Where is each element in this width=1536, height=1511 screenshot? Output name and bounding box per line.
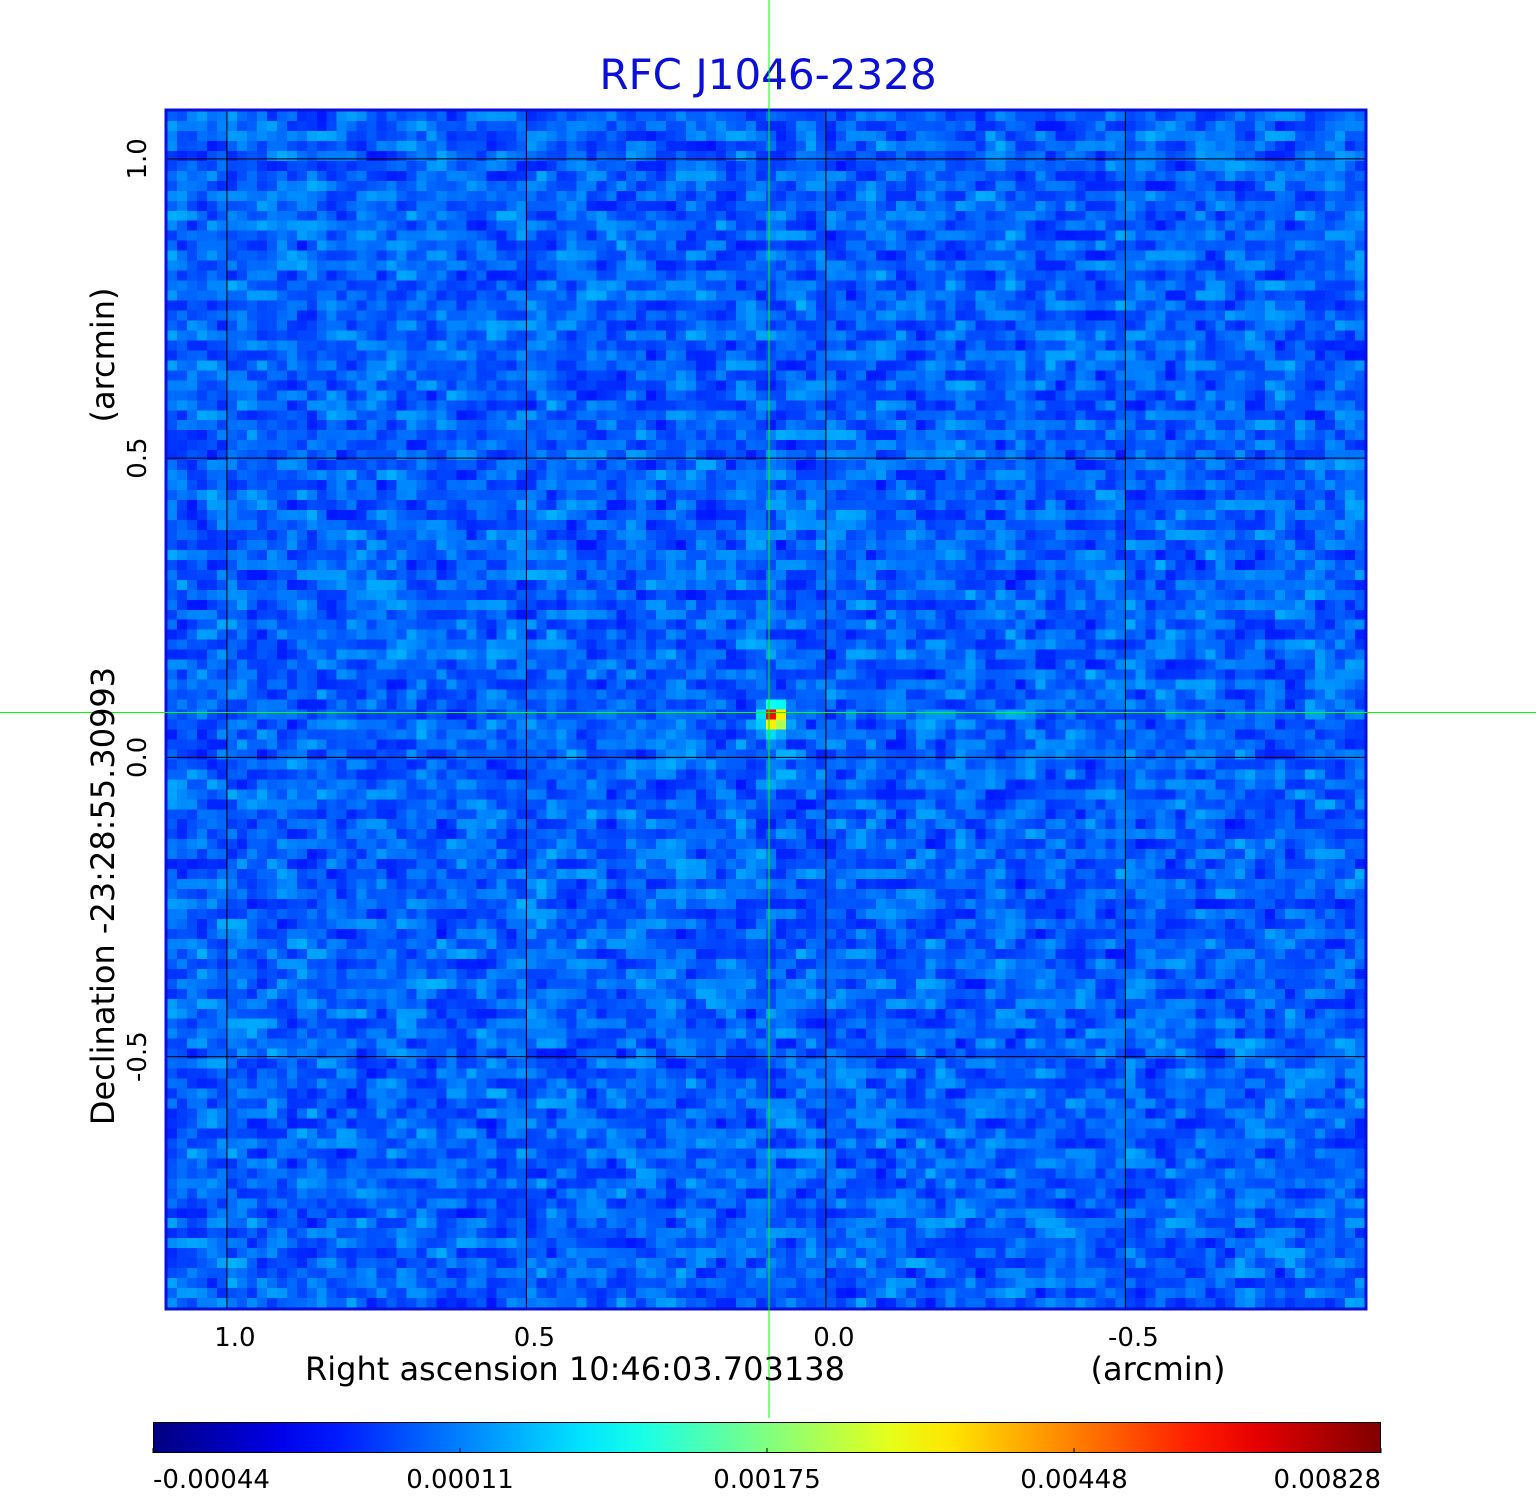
- y-tick-label: 0.5: [123, 437, 153, 478]
- colorbar-tick-label: 0.00011: [406, 1465, 514, 1495]
- x-axis-label: Right ascension 10:46:03.703138: [305, 1350, 845, 1388]
- y-tick-label: 0.0: [123, 737, 153, 778]
- plot-frame: [164, 108, 1368, 1311]
- y-axis-label: Declination -23:28:55.30993: [84, 667, 122, 1125]
- y-axis-unit: (arcmin): [84, 288, 122, 423]
- x-tick-label: 0.0: [813, 1323, 854, 1353]
- colorbar-tick-label: -0.00044: [153, 1465, 270, 1495]
- intensity-map: [167, 111, 1365, 1308]
- x-tick-label: -0.5: [1108, 1323, 1159, 1353]
- x-axis-unit: (arcmin): [1091, 1350, 1226, 1388]
- y-tick-label: -0.5: [123, 1031, 153, 1082]
- colorbar-tick-label: 0.00448: [1020, 1465, 1128, 1495]
- x-tick-label: 0.5: [514, 1323, 555, 1353]
- colorbar-tick-label: 0.00175: [713, 1465, 821, 1495]
- y-tick-label: 1.0: [123, 138, 153, 179]
- chart-title: RFC J1046-2328: [599, 50, 937, 99]
- colorbar-tick-label: 0.00828: [1273, 1465, 1381, 1495]
- x-tick-label: 1.0: [214, 1323, 255, 1353]
